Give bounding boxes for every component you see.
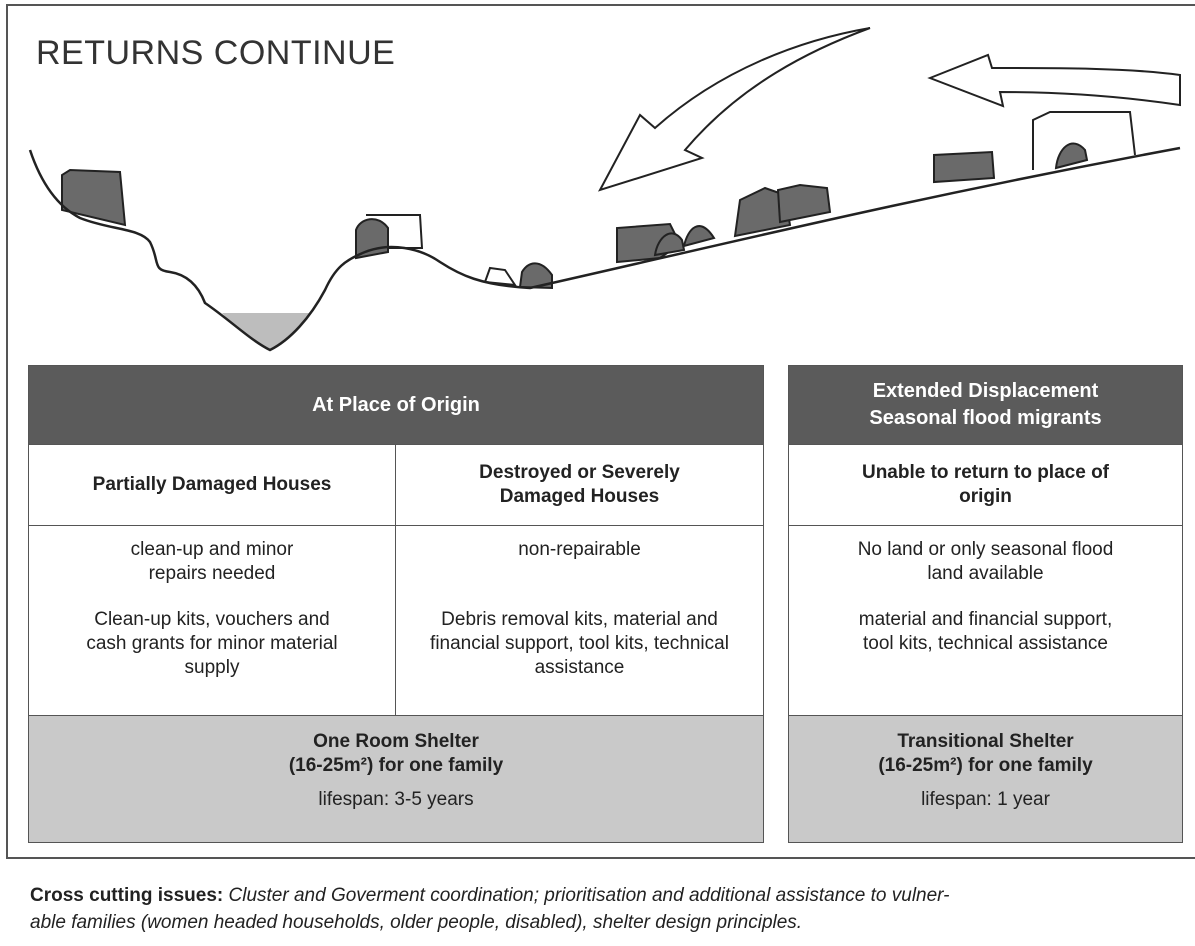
need-text: No land or only seasonal flood land avai…	[857, 539, 1114, 584]
debris	[483, 266, 518, 287]
footer-text: able families (women headed households, …	[30, 912, 803, 933]
ground	[28, 146, 1181, 352]
shelter: Transitional Shelter (16-25m²) for one f…	[788, 715, 1183, 843]
right-header: Extended Displacement Seasonal flood mig…	[788, 365, 1183, 445]
shelter-lifespan: lifespan: 1 year	[921, 789, 1050, 810]
shelter: One Room Shelter (16-25m²) for one famil…	[28, 715, 764, 843]
frame	[6, 4, 1195, 859]
heading-text: Destroyed or Severely Damaged Houses	[479, 462, 680, 507]
shelter-name: Transitional Shelter	[897, 731, 1074, 752]
shelter-size: (16-25m²) for one family	[878, 755, 1093, 776]
support-text: Clean-up kits, vouchers and cash grants …	[86, 609, 338, 678]
arrow	[927, 53, 1181, 108]
need-text: clean-up and minor repairs needed	[130, 539, 294, 584]
column-body: clean-up and minor repairs needed Clean-…	[28, 525, 396, 716]
title: RETURNS CONTINUE	[36, 34, 396, 72]
heading-text: Unable to return to place of origin	[861, 462, 1110, 507]
column-heading: Destroyed or Severely Damaged Houses	[395, 444, 764, 526]
footer-text: Cluster and Goverment coordination; prio…	[228, 885, 950, 906]
header-text: Extended Displacement	[872, 380, 1099, 402]
header-text: At Place of Origin	[312, 393, 480, 416]
footer-label: Cross cutting issues:	[30, 885, 224, 906]
column-heading: Partially Damaged Houses	[28, 444, 396, 526]
column-body: No land or only seasonal flood land avai…	[788, 525, 1183, 716]
need-text: non-repairable	[518, 539, 641, 560]
landscape	[28, 27, 1181, 352]
support-text: material and financial support, tool kit…	[858, 609, 1113, 654]
header-text: Seasonal flood migrants	[869, 407, 1102, 429]
water	[222, 313, 312, 350]
shelter-name: One Room Shelter	[313, 731, 479, 752]
column-body: non-repairable Debris removal kits, mate…	[395, 525, 764, 716]
support-text: Debris removal kits, material and financ…	[430, 609, 729, 678]
column-heading: Unable to return to place of origin	[788, 444, 1183, 526]
shelter-lifespan: lifespan: 3-5 years	[318, 789, 474, 810]
footer: Cross cutting issues: Cluster and Goverm…	[30, 882, 1190, 936]
shelter-size: (16-25m²) for one family	[288, 755, 504, 776]
left-header: At Place of Origin	[28, 365, 764, 445]
arrow	[597, 27, 871, 192]
heading-text: Partially Damaged Houses	[92, 474, 332, 495]
